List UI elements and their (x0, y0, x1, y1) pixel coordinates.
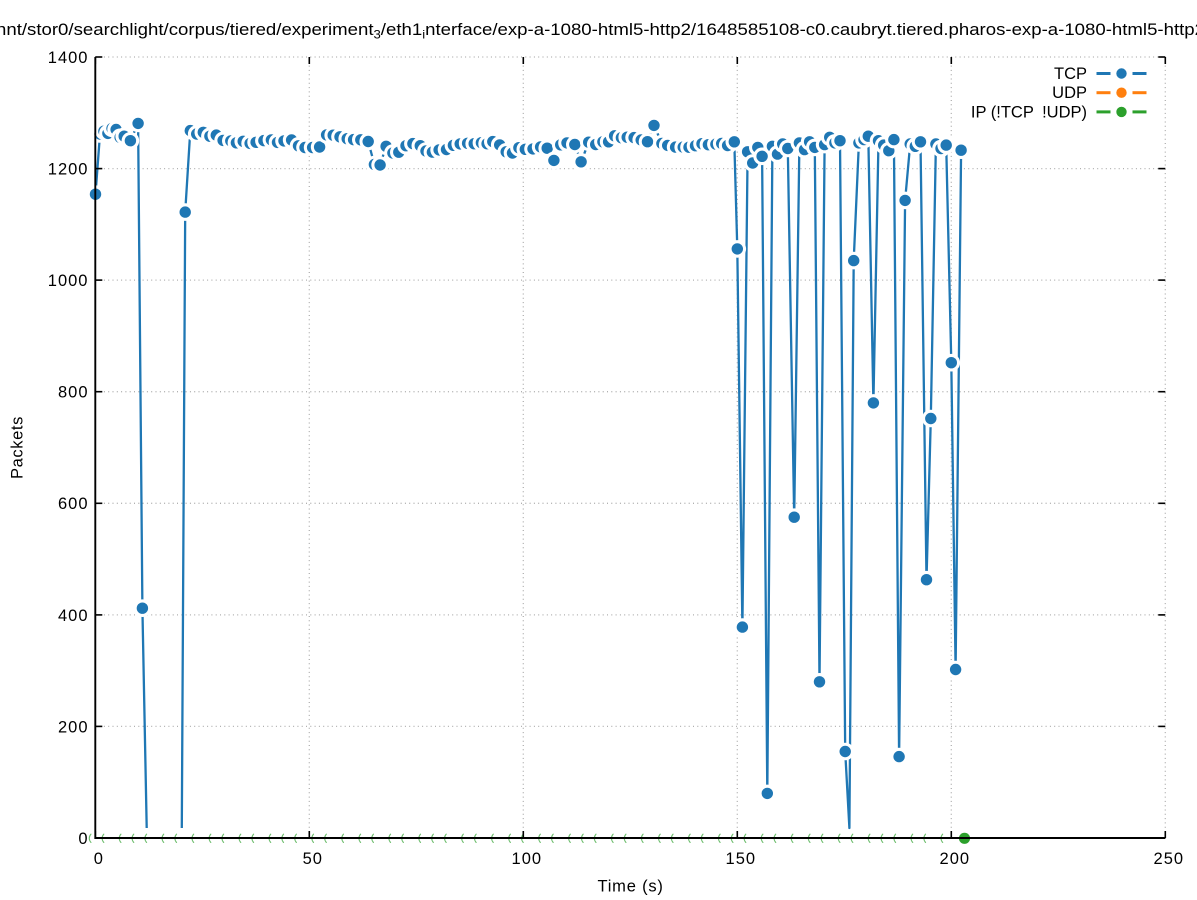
svg-text:1400: 1400 (48, 49, 89, 67)
svg-text:100: 100 (512, 850, 543, 868)
svg-text:1200: 1200 (48, 161, 89, 179)
svg-text:200: 200 (940, 850, 971, 868)
svg-text:800: 800 (58, 384, 89, 402)
svg-text:Packets: Packets (9, 416, 27, 479)
svg-text:nnt/stor0/searchlight/corpus/t: nnt/stor0/searchlight/corpus/tiered/expe… (0, 20, 1197, 42)
svg-text:50: 50 (303, 850, 323, 868)
svg-text:400: 400 (58, 607, 89, 625)
svg-text:0: 0 (94, 850, 104, 868)
svg-text:150: 150 (726, 850, 757, 868)
svg-text:200: 200 (58, 718, 89, 736)
svg-text:0: 0 (78, 830, 88, 848)
svg-text:Time (s): Time (s) (597, 878, 663, 896)
svg-text:250: 250 (1154, 850, 1185, 868)
svg-text:600: 600 (58, 495, 89, 513)
svg-text:UDP: UDP (1052, 84, 1087, 102)
svg-text:TCP: TCP (1054, 65, 1087, 83)
svg-text:1000: 1000 (48, 272, 89, 290)
svg-text:IP (!TCP !UDP): IP (!TCP !UDP) (971, 103, 1087, 121)
